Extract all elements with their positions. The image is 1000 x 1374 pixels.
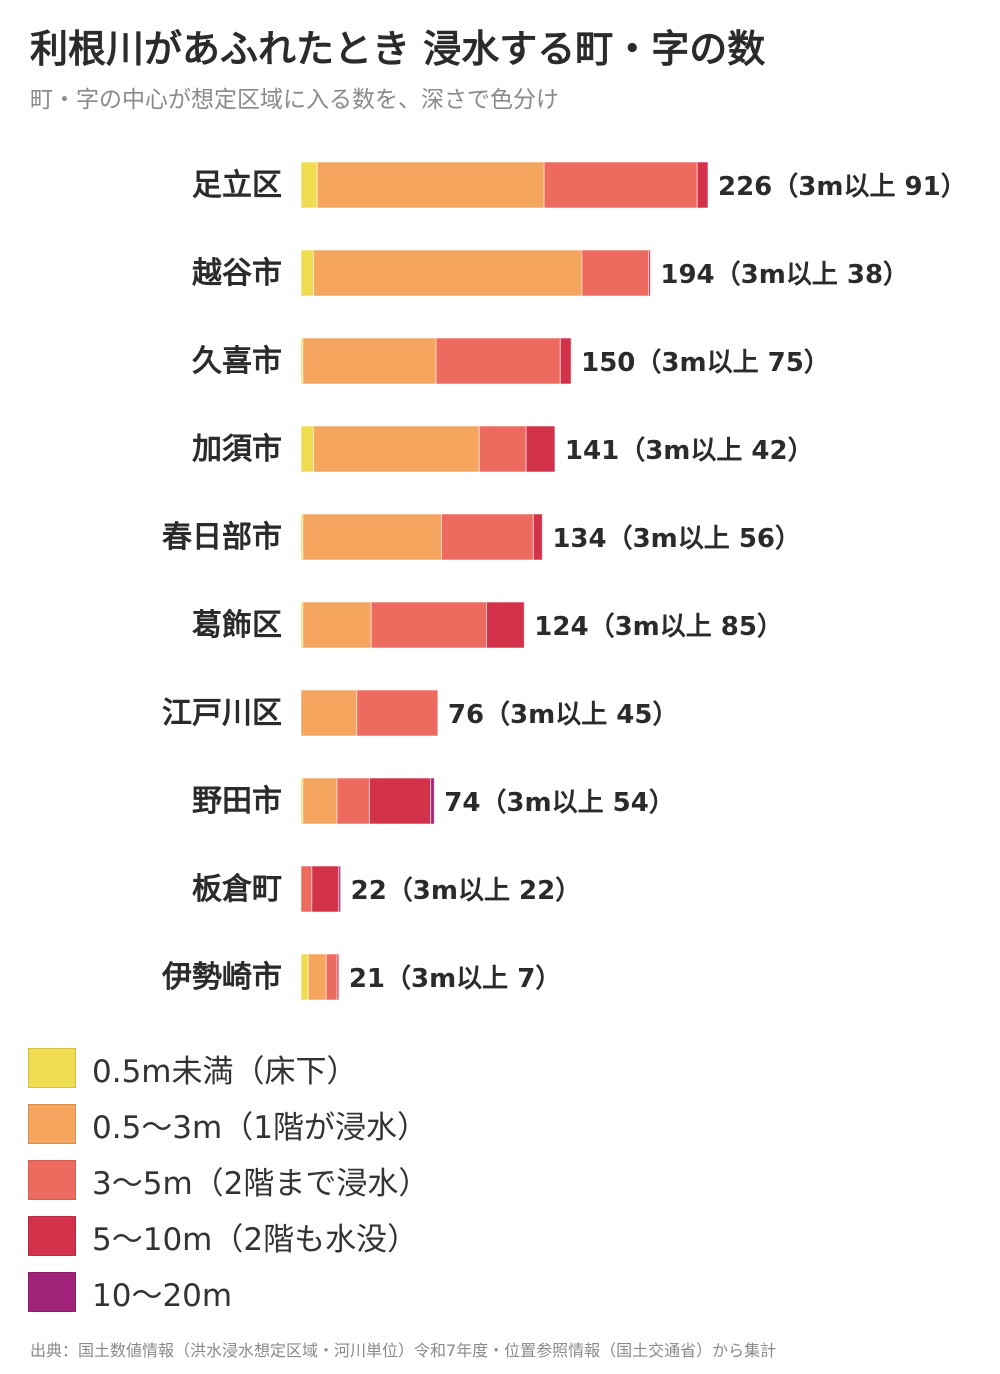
category-label: 加須市 — [192, 432, 282, 467]
bar-segment — [313, 249, 583, 297]
legend-item: 5〜10m（2階も水没） — [28, 1208, 429, 1264]
bar-segment — [648, 249, 651, 297]
value-label: 150（3m以上 75） — [581, 348, 830, 378]
value-label: 134（3m以上 56） — [552, 524, 801, 554]
value-label: 124（3m以上 85） — [534, 612, 783, 642]
category-label: 板倉町 — [192, 872, 282, 907]
category-label: 足立区 — [192, 168, 282, 203]
bar-segment — [559, 337, 572, 385]
bar-segment — [300, 161, 318, 209]
chart-subtitle: 町・字の中心が想定区域に入る数を、深さで色分け — [30, 87, 559, 113]
bar-segment — [336, 777, 370, 825]
bar-segment — [325, 953, 338, 1001]
category-label: 久喜市 — [192, 344, 282, 379]
value-label: 226（3m以上 91） — [718, 172, 967, 202]
bar-segment — [581, 249, 650, 297]
legend-item: 3〜5m（2階まで浸水） — [28, 1152, 429, 1208]
legend: 0.5m未満（床下） 0.5〜3m（1階が浸水） 3〜5m（2階まで浸水） 5〜10m… — [28, 1040, 429, 1320]
bar-segment — [300, 689, 358, 737]
value-label: 194（3m以上 38） — [660, 260, 909, 290]
legend-label: 10〜20m — [92, 1277, 233, 1314]
bar-segment — [368, 777, 432, 825]
bar-segment — [316, 161, 545, 209]
bar-segment — [338, 865, 342, 913]
bar-segment — [300, 425, 315, 473]
legend-item: 0.5〜3m（1階が浸水） — [28, 1096, 429, 1152]
bar-segment — [302, 513, 442, 561]
category-label: 春日部市 — [162, 520, 282, 555]
bar-segment — [302, 601, 372, 649]
legend-label: 5〜10m（2階も水没） — [92, 1221, 419, 1258]
value-label: 76（3m以上 45） — [448, 700, 679, 730]
category-label: 葛飾区 — [191, 608, 282, 643]
category-label: 伊勢崎市 — [161, 960, 282, 995]
bar-segment — [302, 777, 338, 825]
bar-segment — [311, 865, 340, 913]
legend-swatch — [28, 1216, 76, 1256]
bar-segment — [478, 425, 527, 473]
bar-segment — [370, 601, 487, 649]
bar-segment — [300, 249, 315, 297]
bar-segment — [485, 601, 525, 649]
bar-segment — [336, 953, 340, 1001]
value-label: 74（3m以上 54） — [444, 788, 675, 818]
bar-segment — [440, 513, 534, 561]
bar-segment — [313, 425, 480, 473]
bar-segment — [356, 689, 439, 737]
chart-title: 利根川があふれたとき 浸水する町・字の数 — [30, 27, 766, 71]
bar-segment — [302, 337, 437, 385]
source-note: 出典：国土数値情報（洪水浸水想定区域・河川単位）令和7年度・位置参照情報（国土交… — [30, 1341, 777, 1360]
legend-label: 3〜5m（2階まで浸水） — [92, 1165, 430, 1202]
bar-segment — [300, 865, 313, 913]
value-label: 22（3m以上 22） — [351, 876, 582, 906]
bar-segment — [543, 161, 698, 209]
bar-segment — [307, 953, 327, 1001]
legend-swatch — [28, 1048, 76, 1088]
bar-segment — [430, 777, 435, 825]
bar-segment — [696, 161, 709, 209]
value-label: 21（3m以上 7） — [349, 964, 562, 994]
legend-swatch — [28, 1272, 76, 1312]
legend-swatch — [28, 1160, 76, 1200]
value-label: 141（3m以上 42） — [565, 436, 814, 466]
bar-segment — [300, 953, 309, 1001]
category-label: 野田市 — [192, 784, 282, 819]
category-label: 越谷市 — [192, 256, 282, 291]
bar-segment — [435, 337, 561, 385]
bar-segment — [532, 513, 543, 561]
category-label: 江戸川区 — [162, 696, 282, 731]
legend-label: 0.5m未満（床下） — [92, 1053, 358, 1090]
bar-segment — [525, 425, 556, 473]
legend-label: 0.5〜3m（1階が浸水） — [92, 1109, 428, 1146]
legend-item: 0.5m未満（床下） — [28, 1040, 429, 1096]
legend-swatch — [28, 1104, 76, 1144]
legend-item: 10〜20m — [28, 1264, 429, 1320]
stacked-bar-chart: 足立区 226（3m以上 91） 越谷市 194（3m以上 38） 久喜市 150（3m以… — [161, 161, 967, 1001]
